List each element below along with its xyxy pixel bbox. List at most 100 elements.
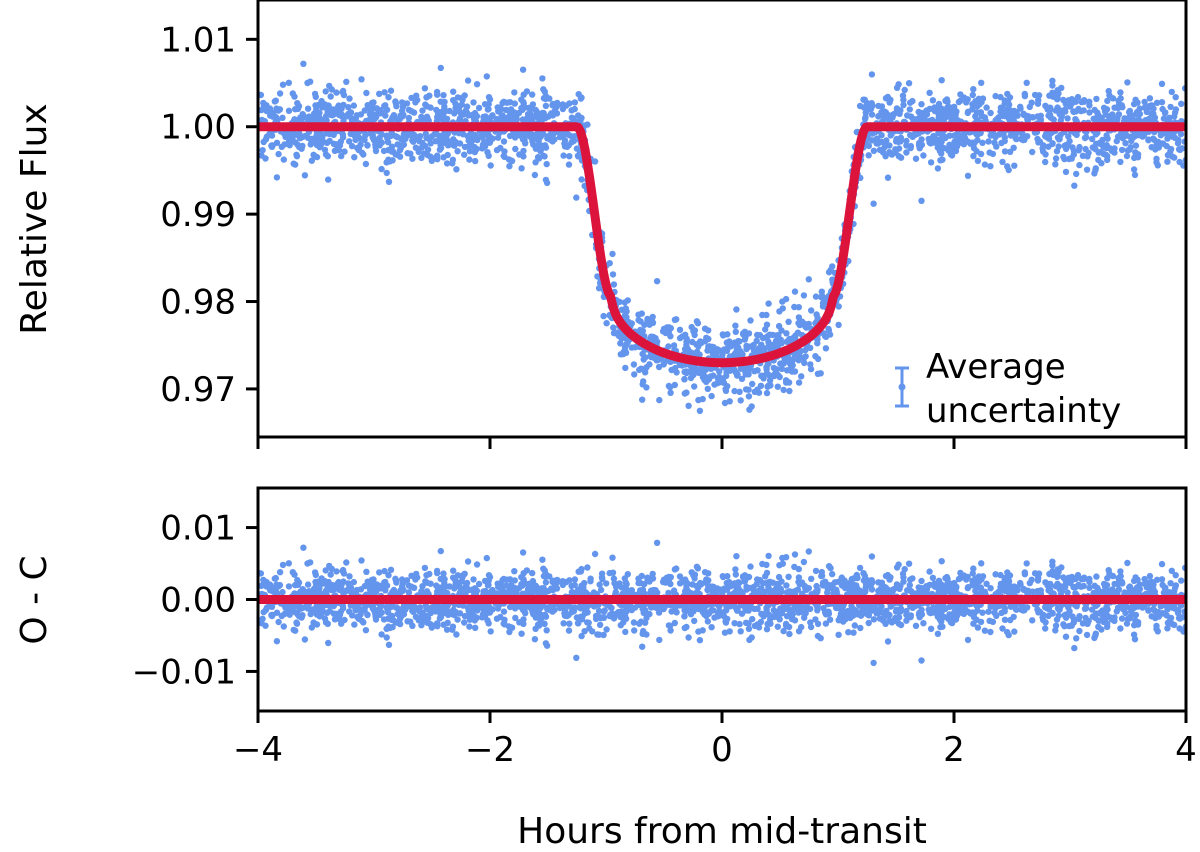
top-data-point: [421, 85, 429, 92]
bottom-data-point: [325, 578, 332, 586]
bottom-data-point: [742, 607, 749, 614]
top-data-point: [402, 135, 409, 143]
top-data-point: [335, 102, 342, 109]
bottom-data-point: [895, 584, 902, 592]
top-data-point: [546, 95, 553, 102]
top-data-point: [1079, 152, 1087, 159]
top-data-point: [861, 115, 869, 123]
top-data-point: [736, 388, 743, 395]
top-data-point: [987, 109, 994, 117]
top-data-point: [937, 157, 944, 164]
top-data-point: [999, 106, 1006, 113]
bottom-data-point: [437, 547, 444, 555]
bottom-data-point: [1130, 631, 1138, 638]
top-data-point: [1109, 95, 1117, 102]
bottom-data-point: [884, 638, 892, 645]
top-data-point: [693, 341, 700, 348]
bottom-data-point: [258, 620, 265, 627]
top-data-point: [518, 165, 525, 172]
top-data-point: [341, 148, 348, 155]
bottom-data-point: [929, 574, 937, 581]
top-data-point: [363, 89, 370, 97]
top-data-point: [868, 71, 876, 78]
bottom-data-point: [758, 610, 765, 618]
top-data-point: [450, 97, 457, 104]
top-data-point: [1142, 103, 1149, 111]
bottom-data-point: [454, 616, 461, 623]
top-data-point: [617, 340, 624, 347]
top-data-point: [519, 66, 527, 73]
top-data-point: [577, 95, 585, 102]
top-data-point: [1088, 135, 1096, 143]
bottom-data-point: [946, 580, 953, 587]
bottom-data-point: [952, 616, 960, 623]
top-data-point: [1178, 100, 1185, 108]
bottom-data-point: [591, 550, 599, 558]
bottom-data-point: [1143, 584, 1151, 591]
bottom-data-point: [763, 569, 771, 577]
top-data-point: [1086, 109, 1093, 116]
bottom-data-point: [783, 622, 790, 630]
top-data-point: [454, 148, 461, 155]
top-data-point: [735, 345, 742, 352]
bottom-data-point: [1105, 567, 1112, 574]
bottom-data-point: [581, 628, 588, 635]
top-data-point: [807, 361, 814, 368]
bottom-data-point: [931, 609, 938, 616]
bottom-data-point: [1031, 570, 1039, 577]
top-data-point: [943, 96, 951, 103]
top-data-point: [362, 160, 370, 168]
top-data-point: [676, 326, 684, 333]
bottom-data-point: [414, 574, 421, 581]
top-data-point: [622, 305, 629, 312]
top-data-point: [1058, 84, 1065, 92]
bottom-data-point: [268, 612, 276, 620]
bottom-data-point: [818, 568, 825, 576]
bottom-data-point: [788, 611, 795, 618]
bottom-data-point: [943, 573, 951, 581]
bottom-data-point: [587, 578, 594, 585]
bottom-data-point: [534, 621, 542, 628]
bottom-data-point: [805, 548, 812, 555]
top-data-point: [822, 345, 830, 352]
top-data-point: [1104, 156, 1111, 164]
top-data-point: [464, 77, 472, 84]
bottom-data-point: [808, 575, 815, 582]
bottom-data-point: [286, 611, 293, 618]
top-data-point: [287, 130, 294, 137]
bottom-data-point: [466, 616, 474, 623]
top-data-point: [992, 92, 999, 100]
bottom-data-point: [639, 630, 646, 637]
top-data-point: [943, 113, 950, 121]
bottom-data-point: [747, 563, 754, 570]
bottom-data-point: [1178, 577, 1185, 584]
top-data-point: [1158, 80, 1166, 88]
top-data-point: [512, 111, 520, 118]
top-data-point: [559, 105, 567, 113]
top-data-point: [835, 303, 842, 310]
bottom-data-point: [829, 584, 836, 591]
bottom-data-point: [857, 624, 864, 632]
top-data-point: [520, 147, 527, 155]
top-data-point: [434, 156, 441, 163]
top-data-point: [805, 276, 812, 283]
top-data-point: [603, 320, 610, 327]
top-y-axis-label: Relative Flux: [14, 103, 55, 334]
top-data-point: [970, 86, 977, 93]
bottom-data-point: [461, 570, 468, 577]
top-data-point: [1060, 153, 1067, 161]
bottom-data-point: [690, 572, 697, 579]
top-data-point: [313, 106, 320, 114]
top-data-point: [610, 281, 618, 288]
bottom-data-point: [507, 582, 515, 589]
bottom-data-point: [1001, 608, 1008, 615]
bottom-data-point: [907, 612, 915, 619]
top-data-point: [571, 105, 578, 113]
bottom-data-point: [835, 631, 842, 638]
bottom-data-point: [541, 620, 548, 628]
bottom-data-point: [1079, 620, 1087, 627]
top-data-point: [471, 148, 478, 156]
bottom-data-point: [389, 623, 396, 631]
bottom-data-point: [662, 602, 669, 609]
top-data-point: [783, 330, 790, 337]
